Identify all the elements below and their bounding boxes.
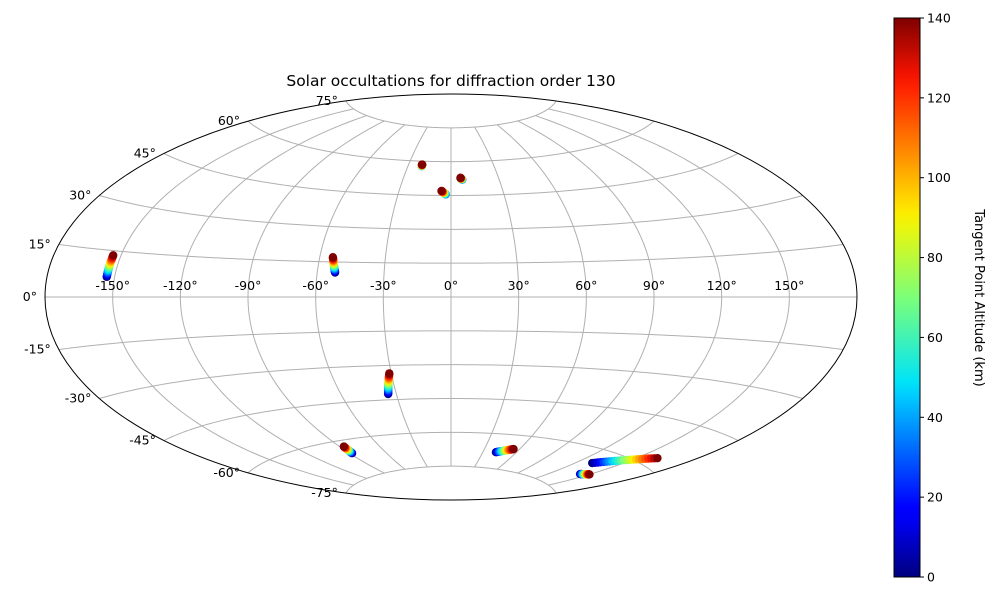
latitude-tick-label: -15°	[24, 342, 51, 357]
colorbar-tick-label: 60	[927, 330, 943, 345]
latitude-tick-label: 45°	[134, 146, 156, 161]
longitude-tick-label: 90°	[643, 278, 665, 293]
latitude-tick-labels: 75° 60° 45° 30° 15° 0° -15° -30° -45° -60° -75°	[23, 93, 338, 500]
occultation-point	[328, 253, 338, 262]
longitude-tick-label: -30°	[370, 278, 397, 293]
meridian-gridline	[247, 120, 385, 474]
occultation-point	[437, 186, 446, 196]
meridian-gridline	[179, 115, 367, 479]
meridian-gridline	[535, 115, 723, 479]
meridian-gridline	[382, 126, 428, 468]
latitude-tick-label: 0°	[23, 289, 37, 304]
colorbar-tick-label: 40	[927, 410, 943, 425]
longitude-tick-label: 30°	[508, 278, 530, 293]
data-points	[102, 160, 662, 479]
parallel-gridline	[345, 100, 557, 129]
meridian-gridline	[474, 126, 520, 468]
chart-title: Solar occultations for diffraction order…	[286, 72, 615, 90]
latitude-tick-label: -30°	[65, 391, 92, 406]
colorbar-tick-label: 20	[927, 490, 943, 505]
colorbar-tick-label: 100	[927, 170, 951, 185]
longitude-tick-label: 0°	[444, 278, 458, 293]
longitude-tick-label: -60°	[302, 278, 329, 293]
colorbar-gradient	[893, 17, 921, 578]
colorbar-tick-label: 80	[927, 250, 943, 265]
longitude-tick-label: -150°	[95, 278, 130, 293]
meridian-gridline	[112, 108, 354, 486]
occultation-point	[653, 453, 662, 463]
occultation-point	[385, 369, 394, 378]
colorbar: 0 20 40 60 80 100 120 140 Tangent Point Altitude…	[893, 11, 986, 585]
longitude-tick-labels: -150° -120° -90° -60° -30° 0° 30° 60° 90° 120° 150…	[95, 278, 804, 293]
latitude-tick-label: 15°	[29, 237, 51, 252]
latitude-tick-label: 60°	[218, 113, 240, 128]
colorbar-tick-label: 140	[927, 11, 951, 26]
longitude-tick-label: -120°	[163, 278, 198, 293]
meridian-gridline	[517, 120, 655, 474]
parallel-gridline	[345, 465, 557, 494]
occultation-point	[585, 470, 594, 479]
latitude-tick-label: -75°	[311, 485, 338, 500]
colorbar-tick-label: 0	[927, 570, 935, 585]
latitude-tick-label: 75°	[316, 93, 338, 108]
latitude-tick-label: -60°	[213, 465, 240, 480]
longitude-tick-label: 150°	[774, 278, 804, 293]
colorbar-tick-label: 120	[927, 90, 951, 105]
colorbar-label: Tangent Point Altitude (km)	[971, 208, 986, 386]
occultation-point	[456, 173, 465, 183]
occultation-point	[509, 444, 518, 454]
meridian-gridline	[315, 124, 406, 470]
latitude-tick-label: -45°	[129, 433, 156, 448]
meridian-gridline	[548, 108, 790, 486]
map-grid	[44, 93, 858, 501]
occultation-point	[339, 442, 349, 451]
longitude-tick-label: 120°	[707, 278, 737, 293]
longitude-tick-label: 60°	[575, 278, 597, 293]
map-boundary	[44, 93, 858, 501]
latitude-tick-label: 30°	[69, 188, 91, 203]
occultation-point	[109, 251, 118, 260]
longitude-tick-label: -90°	[235, 278, 262, 293]
meridian-gridline	[496, 124, 587, 470]
occultation-point	[417, 160, 427, 169]
